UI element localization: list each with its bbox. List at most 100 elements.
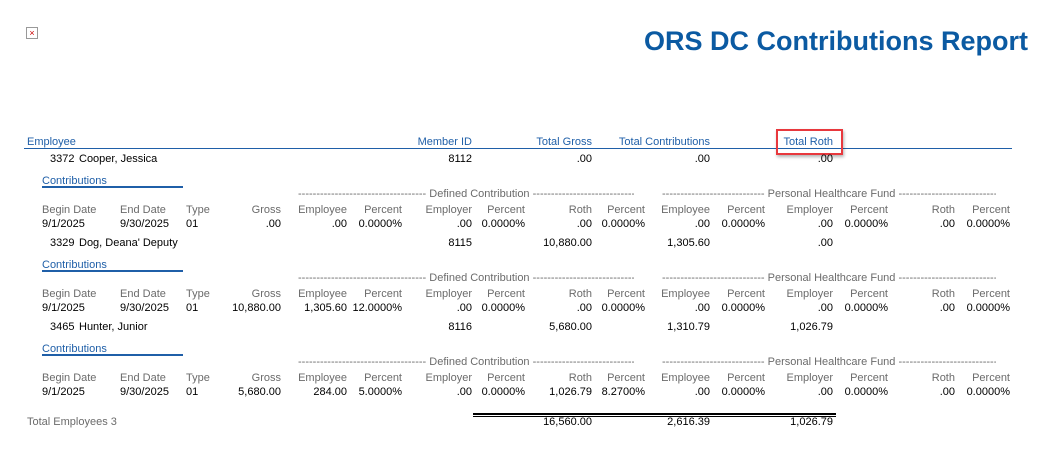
cell-dc-employer: .00 — [456, 218, 472, 230]
totals-double-rule — [473, 413, 836, 417]
column-header-dc-employer-percent: Percent — [487, 204, 525, 216]
column-header-phf-roth-percent: Percent — [972, 372, 1010, 384]
total-gross: 10,880.00 — [543, 237, 592, 249]
column-header-dc-employee-percent: Percent — [364, 204, 402, 216]
column-header-phf-roth-percent: Percent — [972, 204, 1010, 216]
personal-healthcare-fund-group-header: ---------------------------- Personal He… — [662, 188, 996, 200]
cell-phf-employee: .00 — [694, 218, 710, 230]
cell-dc-roth-percent: 0.0000% — [601, 302, 645, 314]
total-roth: 1,026.79 — [790, 321, 833, 333]
cell-dc-employer-percent: 0.0000% — [481, 386, 525, 398]
cell-dc-roth-percent: 8.2700% — [601, 386, 645, 398]
column-header-phf-employer: Employer — [786, 204, 833, 216]
cell-dc-employer: .00 — [456, 386, 472, 398]
column-header-dc-employer: Employer — [425, 204, 472, 216]
cell-phf-employer: .00 — [817, 386, 833, 398]
cell-phf-employee-percent: 0.0000% — [721, 218, 765, 230]
column-header-phf-roth-percent: Percent — [972, 288, 1010, 300]
contributions-label: Contributions — [42, 343, 107, 355]
cell-phf-employee: .00 — [694, 302, 710, 314]
column-header-dc-roth: Roth — [568, 372, 592, 384]
cell-phf-employee: .00 — [694, 386, 710, 398]
member-id: 8116 — [448, 321, 472, 333]
column-header-dc-roth-percent: Percent — [607, 288, 645, 300]
cell-dc-employee: 1,305.60 — [304, 302, 347, 314]
column-header-dc-employer-percent: Percent — [487, 372, 525, 384]
cell-end-date: 9/30/2025 — [120, 302, 169, 314]
cell-dc-employer-percent: 0.0000% — [481, 218, 525, 230]
personal-healthcare-fund-group-header: ---------------------------- Personal He… — [662, 272, 996, 284]
cell-dc-roth: .00 — [576, 218, 592, 230]
header-divider — [24, 148, 1012, 149]
column-header-dc-employee-percent: Percent — [364, 372, 402, 384]
column-header-dc-employee-percent: Percent — [364, 288, 402, 300]
header-total-gross: Total Gross — [536, 136, 592, 148]
cell-dc-employee: .00 — [331, 218, 347, 230]
defined-contribution-group-header: ----------------------------------- Defi… — [298, 272, 634, 284]
column-header-gross: Gross — [251, 372, 281, 384]
cell-end-date: 9/30/2025 — [120, 218, 169, 230]
cell-phf-employee-percent: 0.0000% — [721, 386, 765, 398]
column-header-dc-employer-percent: Percent — [487, 288, 525, 300]
cell-begin-date: 9/1/2025 — [42, 386, 85, 398]
grand-total-gross: 16,560.00 — [543, 416, 592, 428]
column-header-gross: Gross — [251, 288, 281, 300]
column-header-end-date: End Date — [120, 372, 166, 384]
column-header-phf-employee: Employee — [661, 372, 710, 384]
contributions-label: Contributions — [42, 175, 107, 187]
column-header-phf-roth: Roth — [931, 372, 955, 384]
column-header-phf-employee: Employee — [661, 288, 710, 300]
total-roth: .00 — [817, 237, 833, 249]
column-header-dc-employee: Employee — [298, 288, 347, 300]
defined-contribution-label: Defined Contribution — [429, 272, 530, 284]
header-total-contributions: Total Contributions — [618, 136, 710, 148]
column-header-dc-roth: Roth — [568, 288, 592, 300]
total-employees: Total Employees 3 — [27, 416, 117, 428]
cell-phf-roth-percent: 0.0000% — [966, 302, 1010, 314]
cell-dc-employer: .00 — [456, 302, 472, 314]
defined-contribution-label: Defined Contribution — [429, 356, 530, 368]
column-header-dc-employee: Employee — [298, 372, 347, 384]
cell-begin-date: 9/1/2025 — [42, 218, 85, 230]
cell-phf-roth: .00 — [939, 218, 955, 230]
header-employee: Employee — [27, 136, 76, 148]
cell-dc-roth-percent: 0.0000% — [601, 218, 645, 230]
defined-contribution-group-header: ----------------------------------- Defi… — [298, 356, 634, 368]
employee-name: Dog, Deana' Deputy — [79, 237, 178, 249]
employee-name: Cooper, Jessica — [79, 153, 158, 165]
personal-healthcare-fund-label: Personal Healthcare Fund — [767, 188, 896, 200]
contributions-underline — [42, 270, 183, 272]
cell-begin-date: 9/1/2025 — [42, 302, 85, 314]
header-member-id: Member ID — [417, 136, 472, 148]
cell-gross: .00 — [265, 218, 281, 230]
column-header-dc-roth-percent: Percent — [607, 372, 645, 384]
cell-dc-employee-percent: 5.0000% — [358, 386, 402, 398]
column-header-dc-employer: Employer — [425, 372, 472, 384]
column-header-type: Type — [186, 288, 210, 300]
cell-end-date: 9/30/2025 — [120, 386, 169, 398]
personal-healthcare-fund-label: Personal Healthcare Fund — [767, 356, 896, 368]
total-contributions: .00 — [694, 153, 710, 165]
total-contributions: 1,305.60 — [667, 237, 710, 249]
column-header-phf-roth: Roth — [931, 204, 955, 216]
column-header-dc-roth: Roth — [568, 204, 592, 216]
column-header-phf-employer: Employer — [786, 288, 833, 300]
total-roth: .00 — [817, 153, 833, 165]
cell-dc-employee: 284.00 — [313, 386, 347, 398]
defined-contribution-group-header: ----------------------------------- Defi… — [298, 188, 634, 200]
column-header-phf-employee-percent: Percent — [727, 372, 765, 384]
employee-name: Hunter, Junior — [79, 321, 148, 333]
total-roth-highlight — [776, 129, 843, 155]
cell-type: 01 — [186, 302, 199, 314]
cell-phf-roth-percent: 0.0000% — [966, 218, 1010, 230]
cell-dc-employee-percent: 0.0000% — [358, 218, 402, 230]
cell-type: 01 — [186, 386, 199, 398]
column-header-phf-roth: Roth — [931, 288, 955, 300]
grand-total-roth: 1,026.79 — [790, 416, 833, 428]
total-gross: 5,680.00 — [549, 321, 592, 333]
column-header-type: Type — [186, 372, 210, 384]
contributions-label: Contributions — [42, 259, 107, 271]
employee-number: 3372 — [50, 153, 75, 165]
cell-type: 01 — [186, 218, 199, 230]
